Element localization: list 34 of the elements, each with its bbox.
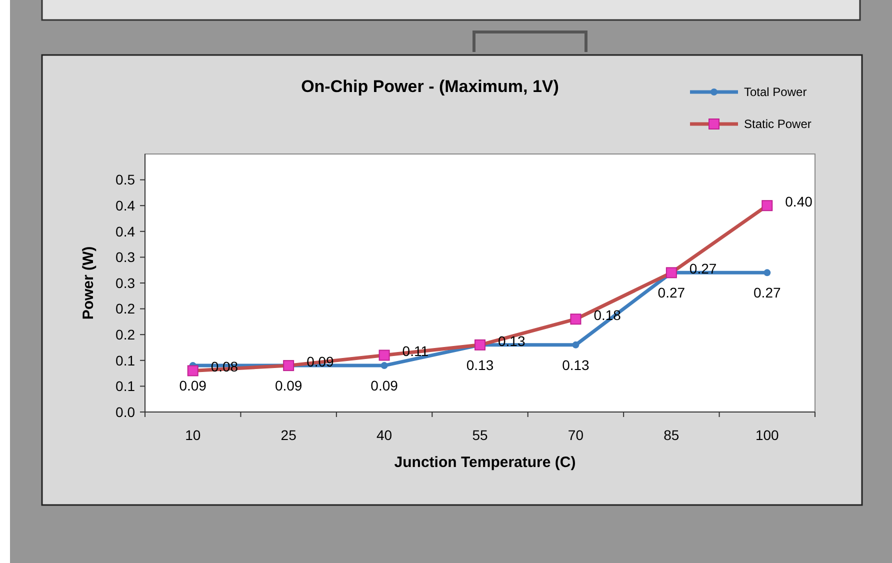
data-label: 0.09 [370,378,398,394]
y-axis-title: Power (W) [80,246,97,320]
x-tick-label: 10 [185,427,201,443]
y-tick-label: 0.5 [116,172,136,188]
y-tick-label: 0.0 [116,404,136,420]
x-tick-label: 100 [755,427,780,443]
data-label: 0.27 [754,284,781,301]
y-tick-label: 0.4 [116,198,136,214]
data-label: 0.09 [179,378,207,394]
y-tick-label: 0.3 [116,249,136,266]
y-tick-label: 0.2 [116,326,136,342]
point [380,362,388,370]
x-tick-label: 70 [568,427,584,443]
y-tick-label: 0.4 [116,223,136,240]
x-tick-label: 40 [376,427,392,443]
point [764,269,771,276]
chart-title: On-Chip Power - (Maximum, 1V) [301,77,559,96]
y-tick-label: 0.2 [116,300,136,317]
y-tick-label: 0.3 [116,274,136,291]
y-tick-label: 0.1 [116,378,136,394]
x-axis-title: Junction Temperature (C) [394,454,576,471]
point [572,341,580,348]
data-label: 0.09 [274,378,302,394]
data-label: 0.27 [658,284,686,301]
data-label: 0.11 [402,343,429,360]
data-label: 0.40 [785,194,813,210]
data-label: 0.13 [562,356,590,373]
x-tick-label: 55 [472,427,488,443]
x-tick-label: 85 [664,427,680,443]
y-tick-label: 0.1 [116,352,136,368]
data-label: 0.13 [466,356,494,373]
x-tick-label: 25 [280,427,297,443]
legend-label: Total Power [744,85,807,100]
legend-label: Static Power [744,117,812,132]
